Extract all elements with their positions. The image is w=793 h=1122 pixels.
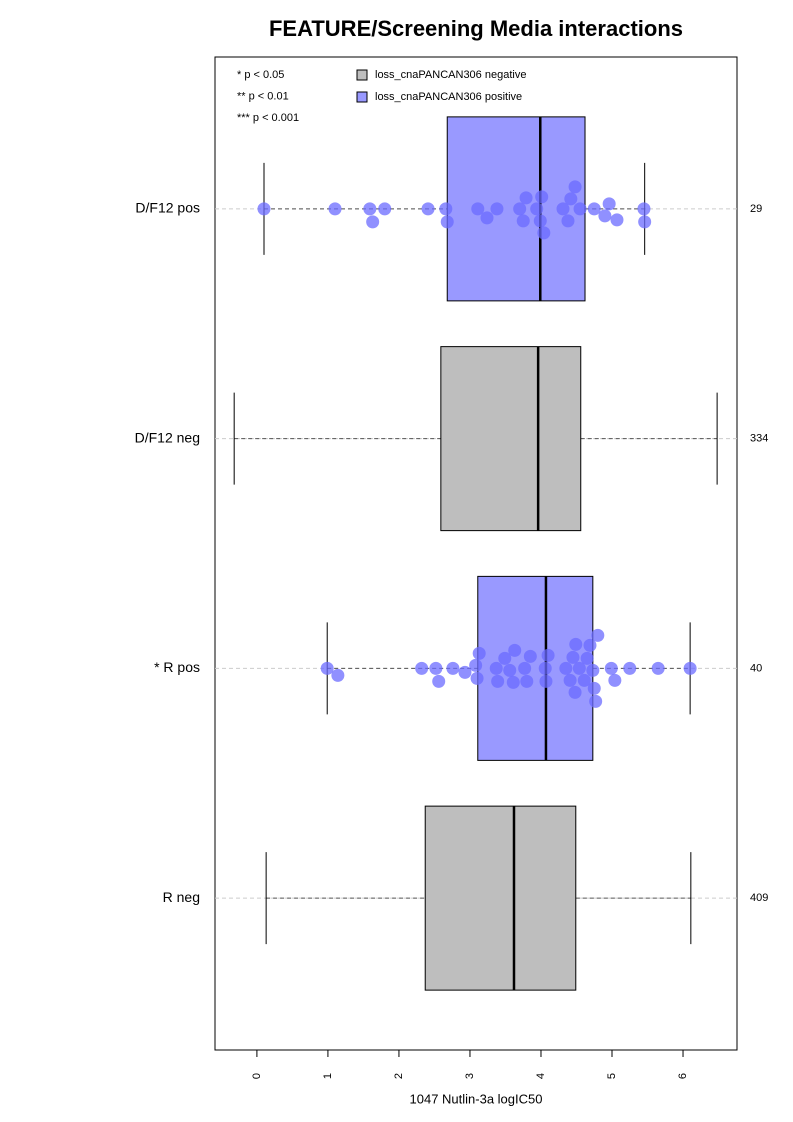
- legend-swatch: [356, 91, 368, 103]
- data-point: [421, 202, 435, 216]
- x-axis-label: 1047 Nutlin-3a logIC50: [410, 1091, 543, 1106]
- x-tick-label: 5: [606, 1073, 618, 1079]
- data-point: [523, 649, 537, 663]
- data-point: [518, 661, 532, 675]
- data-point: [503, 663, 517, 677]
- data-point: [610, 213, 624, 227]
- data-point: [598, 209, 612, 223]
- data-point: [328, 202, 342, 216]
- data-point: [572, 661, 586, 675]
- data-point: [608, 673, 622, 687]
- data-point: [623, 661, 637, 675]
- data-point: [439, 202, 453, 216]
- data-point: [320, 661, 334, 675]
- data-point: [513, 202, 527, 216]
- data-point: [490, 202, 504, 216]
- x-tick-label: 4: [535, 1073, 547, 1079]
- data-point: [638, 215, 652, 229]
- count-label: 334: [750, 433, 768, 445]
- data-point: [489, 661, 503, 675]
- y-tick-label: D/F12 pos: [135, 200, 200, 216]
- x-tick-label: 1: [322, 1073, 334, 1079]
- chart-title: FEATURE/Screening Media interactions: [269, 16, 683, 41]
- data-point: [569, 637, 583, 651]
- data-point: [541, 648, 555, 662]
- legend-label: loss_cnaPANCAN306 negative: [375, 69, 526, 81]
- annotation: ** p < 0.01: [237, 90, 289, 102]
- data-point: [580, 651, 594, 665]
- data-point: [563, 673, 577, 687]
- annotation: *** p < 0.001: [237, 112, 299, 124]
- data-point: [516, 214, 530, 228]
- data-point: [491, 674, 505, 688]
- data-point: [366, 215, 380, 229]
- data-point: [568, 180, 582, 194]
- data-point: [446, 661, 460, 675]
- x-tick-label: 6: [677, 1073, 689, 1079]
- count-label: 409: [750, 892, 768, 904]
- data-point: [591, 628, 605, 642]
- data-point: [586, 663, 600, 677]
- data-point: [429, 661, 443, 675]
- data-point: [363, 202, 377, 216]
- data-point: [469, 658, 483, 672]
- data-point: [602, 197, 616, 211]
- legend-label: loss_cnaPANCAN306 positive: [375, 91, 522, 103]
- data-point: [566, 650, 580, 664]
- data-point: [559, 661, 573, 675]
- data-point: [561, 214, 575, 228]
- x-tick-label: 0: [251, 1073, 263, 1079]
- data-point: [564, 192, 578, 206]
- x-tick-label: 3: [464, 1073, 476, 1079]
- data-point: [583, 638, 597, 652]
- box: [424, 805, 577, 991]
- count-label: 29: [750, 203, 762, 215]
- data-point: [556, 202, 570, 216]
- legend-swatch: [356, 69, 368, 81]
- data-point: [480, 211, 494, 225]
- data-point: [471, 202, 485, 216]
- data-point: [537, 226, 551, 240]
- data-point: [637, 202, 651, 216]
- box: [440, 346, 582, 532]
- data-point: [651, 661, 665, 675]
- data-point: [458, 665, 472, 679]
- data-point: [568, 685, 582, 699]
- data-point: [683, 661, 697, 675]
- count-label: 40: [750, 662, 762, 674]
- data-point: [257, 202, 271, 216]
- data-point: [539, 674, 553, 688]
- data-point: [538, 661, 552, 675]
- data-point: [378, 202, 392, 216]
- data-point: [520, 674, 534, 688]
- data-point: [519, 191, 533, 205]
- data-point: [470, 671, 484, 685]
- data-point: [589, 694, 603, 708]
- data-point: [587, 681, 601, 695]
- data-point: [604, 661, 618, 675]
- data-point: [508, 643, 522, 657]
- data-point: [498, 651, 512, 665]
- data-point: [577, 673, 591, 687]
- x-tick-label: 2: [393, 1073, 405, 1079]
- data-point: [573, 202, 587, 216]
- y-tick-label: D/F12 neg: [135, 429, 200, 445]
- plot-frame: [214, 56, 738, 1051]
- data-point: [472, 646, 486, 660]
- data-point: [506, 675, 520, 689]
- data-point: [587, 202, 601, 216]
- data-point: [533, 214, 547, 228]
- data-point: [440, 215, 454, 229]
- data-point: [535, 190, 549, 204]
- data-point: [415, 661, 429, 675]
- data-point: [331, 668, 345, 682]
- data-point: [432, 674, 446, 688]
- data-point: [530, 202, 544, 216]
- y-tick-label: R neg: [163, 889, 200, 905]
- y-tick-label: * R pos: [154, 659, 200, 675]
- annotation: * p < 0.05: [237, 69, 284, 81]
